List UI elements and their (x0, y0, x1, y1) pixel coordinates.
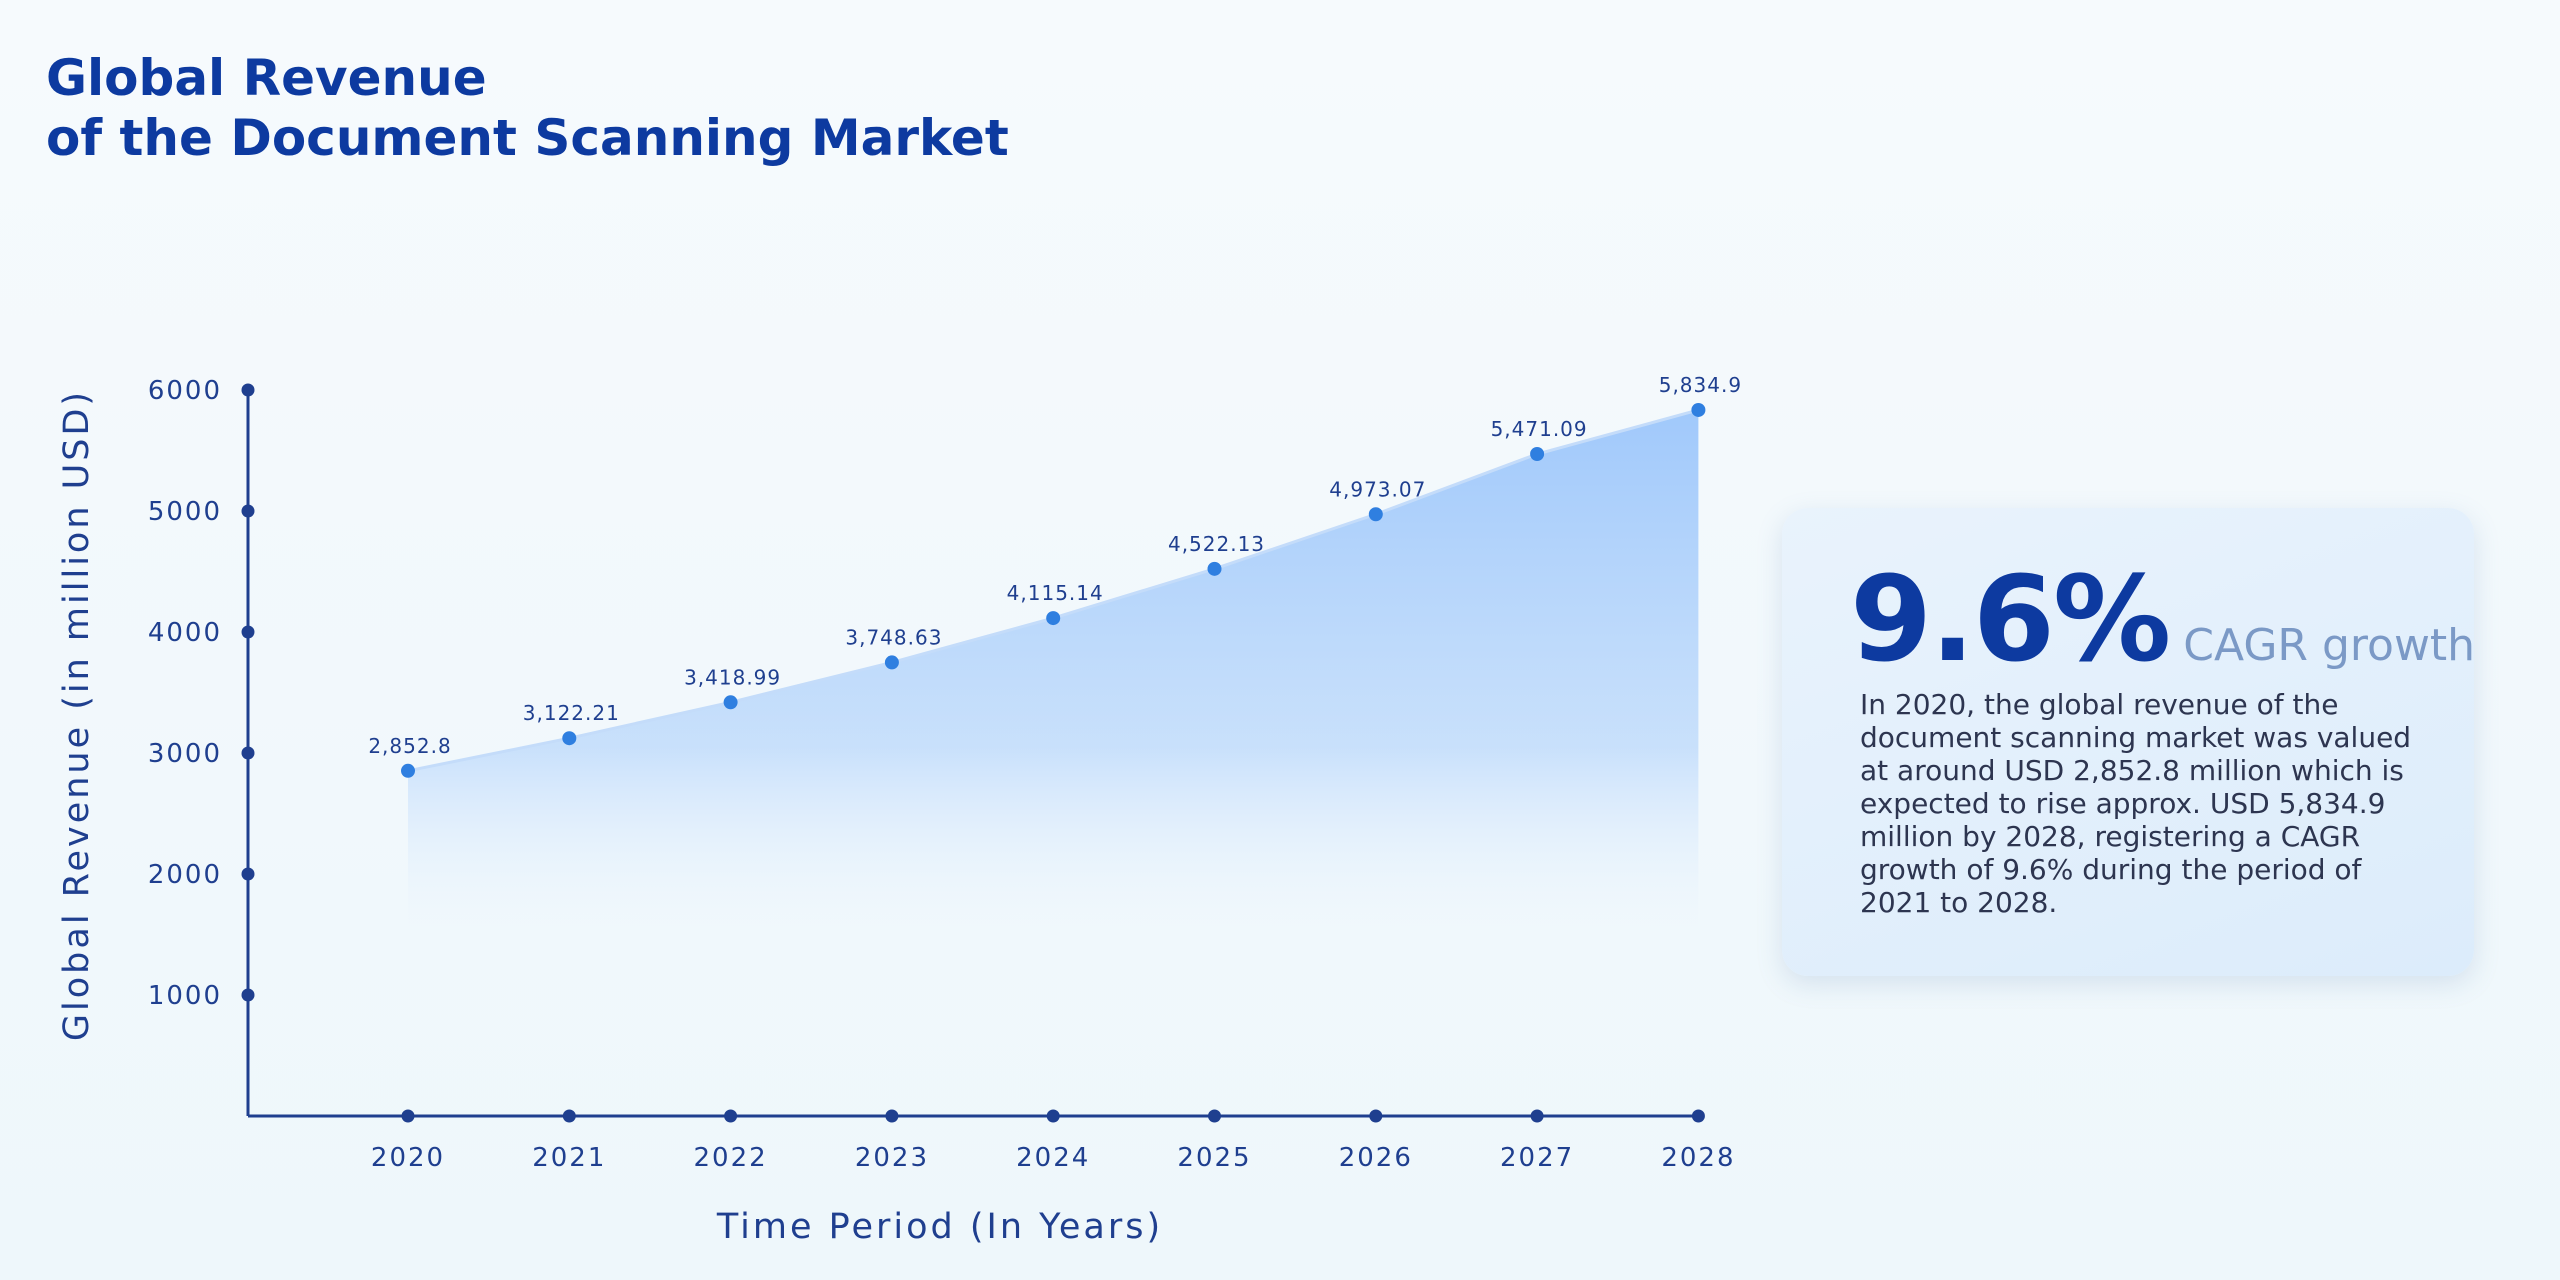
x-tick-dot (1369, 1109, 1383, 1123)
cagr-value: 9.6% (1850, 550, 2171, 688)
data-label: 5,834.9 (1659, 373, 1742, 397)
x-tick-label: 2022 (694, 1143, 768, 1173)
data-label: 3,418.99 (684, 665, 781, 689)
title-line-2: of the Document Scanning Market (46, 109, 1009, 167)
x-tick-dot (1530, 1109, 1544, 1123)
data-point (1046, 611, 1061, 626)
y-tick-label: 5000 (148, 497, 222, 527)
y-tick-label: 3000 (148, 739, 222, 769)
x-tick-dot (1046, 1109, 1060, 1123)
x-tick-label: 2020 (371, 1143, 445, 1173)
y-tick-label: 4000 (148, 618, 222, 648)
cagr-label: CAGR growth (2183, 620, 2476, 671)
y-tick-dot (241, 746, 255, 760)
data-point (401, 763, 415, 778)
x-tick-dot (401, 1109, 415, 1123)
y-tick-label: 2000 (148, 860, 222, 890)
x-tick-label: 2025 (1177, 1143, 1251, 1173)
x-tick-label: 2027 (1500, 1143, 1574, 1173)
chart-title: Global Revenue of the Document Scanning … (46, 48, 1009, 168)
area-fill (408, 409, 1699, 930)
title-line-1: Global Revenue (46, 49, 487, 107)
data-label: 3,748.63 (845, 625, 942, 649)
data-label: 4,973.07 (1329, 477, 1426, 501)
data-label: 4,115.14 (1007, 581, 1104, 605)
y-tick-label: 1000 (148, 981, 222, 1011)
x-tick-dot (562, 1109, 576, 1123)
y-tick-label: 6000 (148, 376, 222, 406)
y-tick-dot (241, 383, 255, 397)
cagr-card: 9.6% CAGR growth In 2020, the global reve… (1782, 508, 2475, 976)
cagr-stat-row: 9.6% CAGR growth (1850, 550, 2475, 688)
y-tick-dot (241, 988, 255, 1002)
x-tick-dot (724, 1109, 738, 1123)
x-tick-label: 2024 (1016, 1143, 1090, 1173)
data-point (1368, 507, 1383, 522)
x-tick-label: 2021 (532, 1143, 606, 1173)
x-tick-dot (1208, 1109, 1221, 1123)
x-tick-label: 2028 (1661, 1143, 1735, 1173)
y-tick-dot (241, 625, 255, 639)
x-axis-title: Time Period (In Years) (716, 1207, 1163, 1247)
data-point (884, 655, 899, 670)
data-label: 5,471.09 (1491, 417, 1588, 441)
x-tick-dot (885, 1109, 899, 1123)
data-point (1691, 402, 1706, 417)
data-point (562, 731, 577, 746)
x-tick-label: 2023 (855, 1143, 929, 1173)
x-tick-label: 2026 (1339, 1143, 1413, 1173)
data-point (723, 695, 738, 710)
data-label: 4,522.13 (1168, 532, 1265, 556)
y-axis-title: Global Revenue (in million USD) (57, 389, 97, 1041)
data-point (1530, 446, 1545, 461)
x-tick-dot (1691, 1109, 1705, 1123)
cagr-description: In 2020, the global revenue of the docum… (1860, 688, 2412, 919)
y-tick-dot (241, 867, 255, 881)
data-label: 2,852.8 (368, 734, 451, 758)
data-label: 3,122.21 (523, 701, 620, 725)
y-tick-dot (241, 504, 255, 518)
data-point (1207, 561, 1222, 576)
area-chart: 1000 2000 3000 4000 5000 6000 2020 2021 2022 2023… (57, 373, 1742, 1247)
